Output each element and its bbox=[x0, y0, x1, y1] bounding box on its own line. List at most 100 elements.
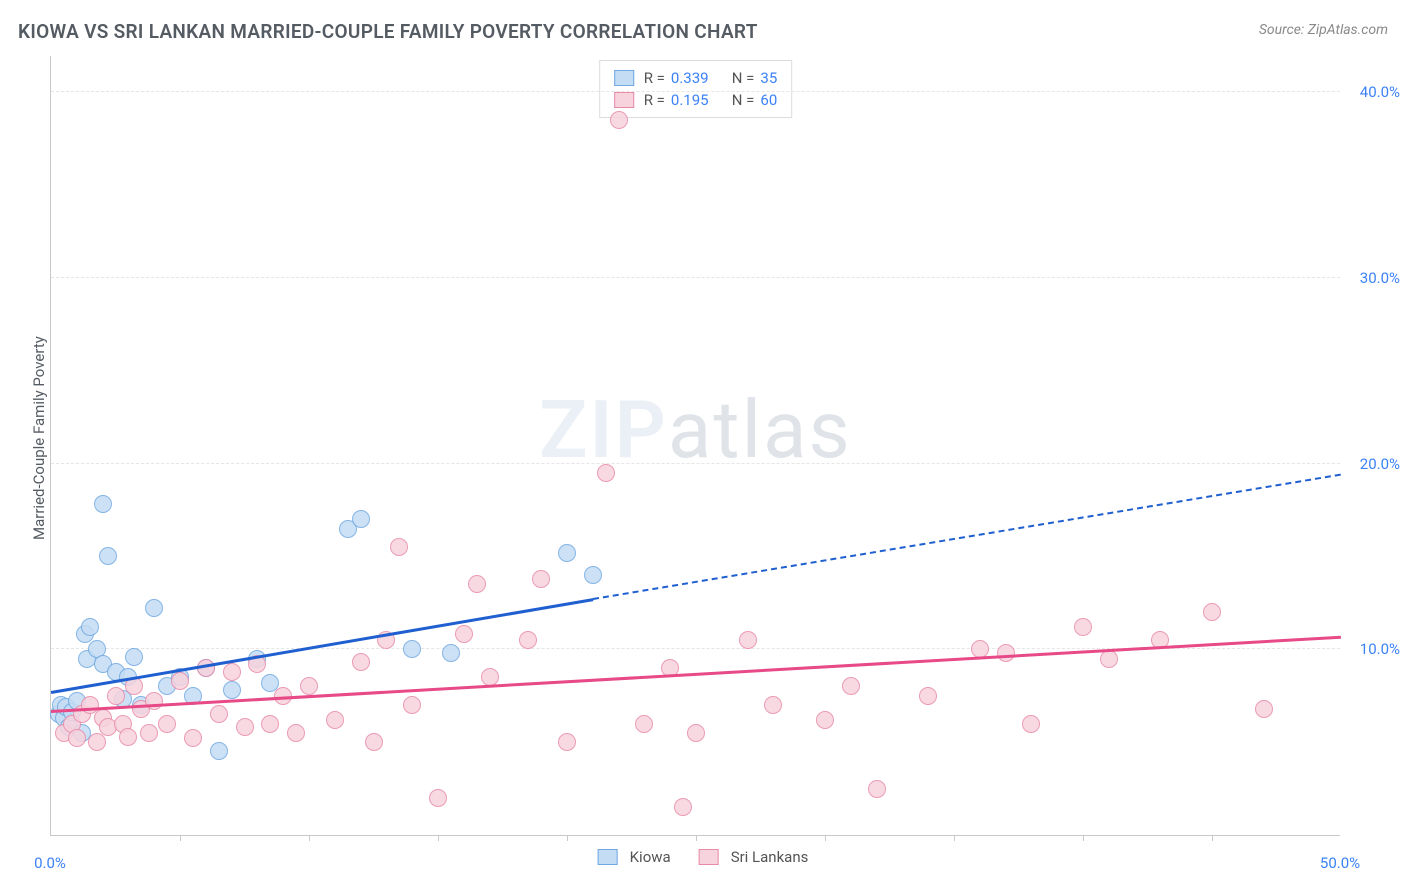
scatter-point bbox=[210, 742, 228, 760]
chart-plot-area: ZIPatlas R = 0.339 N = 35R = 0.195 N = 6… bbox=[50, 56, 1340, 836]
legend-item: Sri Lankans bbox=[699, 848, 809, 866]
scatter-point bbox=[158, 715, 176, 733]
x-tick bbox=[180, 835, 181, 841]
scatter-point bbox=[842, 677, 860, 695]
x-tick bbox=[309, 835, 310, 841]
scatter-point bbox=[558, 733, 576, 751]
scatter-point bbox=[365, 733, 383, 751]
scatter-point bbox=[326, 711, 344, 729]
scatter-point bbox=[140, 724, 158, 742]
scatter-point bbox=[403, 696, 421, 714]
scatter-point bbox=[468, 575, 486, 593]
scatter-point bbox=[1255, 700, 1273, 718]
legend-item: Kiowa bbox=[598, 848, 671, 866]
legend-series-label: Sri Lankans bbox=[731, 848, 809, 866]
legend-swatch bbox=[614, 70, 634, 86]
legend-row: R = 0.339 N = 35 bbox=[614, 67, 778, 89]
x-tick bbox=[954, 835, 955, 841]
x-tick bbox=[696, 835, 697, 841]
scatter-point bbox=[94, 495, 112, 513]
legend-n-value: 35 bbox=[760, 67, 777, 89]
scatter-point bbox=[816, 711, 834, 729]
legend-swatch bbox=[598, 849, 618, 865]
scatter-point bbox=[99, 547, 117, 565]
y-axis-label: Married-Couple Family Poverty bbox=[30, 336, 48, 540]
legend-swatch bbox=[699, 849, 719, 865]
scatter-point bbox=[1100, 650, 1118, 668]
scatter-point bbox=[674, 798, 692, 816]
scatter-point bbox=[261, 715, 279, 733]
scatter-point bbox=[352, 653, 370, 671]
scatter-point bbox=[610, 111, 628, 129]
scatter-point bbox=[352, 510, 370, 528]
scatter-point bbox=[81, 618, 99, 636]
scatter-point bbox=[1074, 618, 1092, 636]
scatter-point bbox=[145, 599, 163, 617]
trend-line bbox=[51, 635, 1341, 712]
scatter-point bbox=[300, 677, 318, 695]
scatter-point bbox=[532, 570, 550, 588]
scatter-point bbox=[919, 687, 937, 705]
legend-series-label: Kiowa bbox=[630, 848, 671, 866]
y-tick-label: 10.0% bbox=[1360, 640, 1400, 658]
scatter-point bbox=[739, 631, 757, 649]
scatter-point bbox=[764, 696, 782, 714]
scatter-point bbox=[171, 672, 189, 690]
legend-n-label: N = bbox=[732, 67, 755, 89]
series-legend: Kiowa Sri Lankans bbox=[598, 848, 809, 866]
scatter-point bbox=[88, 733, 106, 751]
source-attribution: Source: ZipAtlas.com bbox=[1259, 22, 1388, 38]
x-tick bbox=[1212, 835, 1213, 841]
scatter-point bbox=[145, 692, 163, 710]
scatter-point bbox=[68, 729, 86, 747]
chart-title: KIOWA VS SRI LANKAN MARRIED-COUPLE FAMIL… bbox=[18, 20, 758, 43]
scatter-point bbox=[687, 724, 705, 742]
legend-n-value: 60 bbox=[760, 89, 777, 111]
scatter-point bbox=[635, 715, 653, 733]
legend-r-label: R = bbox=[644, 67, 665, 89]
scatter-point bbox=[558, 544, 576, 562]
legend-r-label: R = bbox=[644, 89, 665, 111]
scatter-point bbox=[184, 729, 202, 747]
scatter-point bbox=[210, 705, 228, 723]
x-tick-label: 50.0% bbox=[1320, 854, 1360, 872]
scatter-point bbox=[455, 625, 473, 643]
correlation-legend: R = 0.339 N = 35R = 0.195 N = 60 bbox=[599, 60, 793, 118]
scatter-point bbox=[442, 644, 460, 662]
gridline-horizontal bbox=[51, 463, 1340, 464]
scatter-point bbox=[125, 648, 143, 666]
gridline-horizontal bbox=[51, 91, 1340, 92]
scatter-point bbox=[1022, 715, 1040, 733]
scatter-point bbox=[584, 566, 602, 584]
scatter-point bbox=[390, 538, 408, 556]
trend-line bbox=[51, 598, 593, 693]
scatter-point bbox=[997, 644, 1015, 662]
scatter-point bbox=[403, 640, 421, 658]
x-tick bbox=[438, 835, 439, 841]
legend-n-label: N = bbox=[732, 89, 755, 111]
scatter-point bbox=[868, 780, 886, 798]
legend-r-value: 0.195 bbox=[671, 89, 709, 111]
legend-r-value: 0.339 bbox=[671, 67, 709, 89]
scatter-point bbox=[1203, 603, 1221, 621]
scatter-point bbox=[597, 464, 615, 482]
scatter-point bbox=[287, 724, 305, 742]
x-tick-label: 0.0% bbox=[34, 854, 66, 872]
legend-row: R = 0.195 N = 60 bbox=[614, 89, 778, 111]
x-tick bbox=[825, 835, 826, 841]
scatter-point bbox=[519, 631, 537, 649]
scatter-point bbox=[236, 718, 254, 736]
scatter-point bbox=[223, 663, 241, 681]
trend-line bbox=[593, 474, 1342, 600]
x-tick bbox=[567, 835, 568, 841]
scatter-point bbox=[119, 728, 137, 746]
x-tick bbox=[1083, 835, 1084, 841]
legend-swatch bbox=[614, 92, 634, 108]
scatter-point bbox=[429, 789, 447, 807]
y-tick-label: 40.0% bbox=[1360, 83, 1400, 101]
y-tick-label: 30.0% bbox=[1360, 269, 1400, 287]
scatter-point bbox=[107, 687, 125, 705]
scatter-point bbox=[223, 681, 241, 699]
gridline-horizontal bbox=[51, 277, 1340, 278]
y-tick-label: 20.0% bbox=[1360, 455, 1400, 473]
